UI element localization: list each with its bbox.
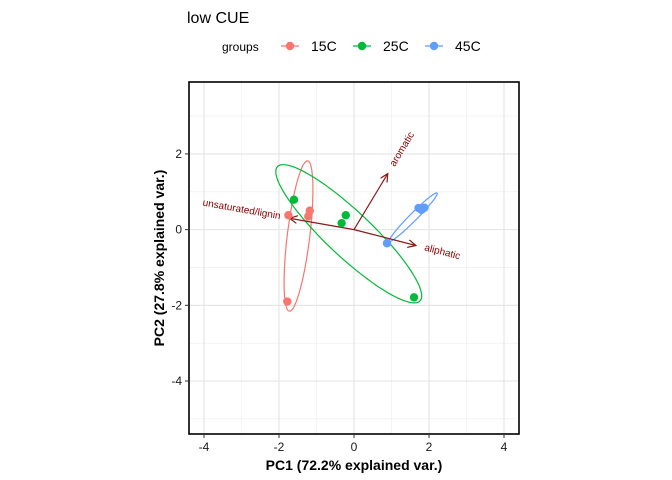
chart-title: low CUE [187, 10, 249, 27]
y-tick-label: 2 [175, 147, 182, 161]
legend-title: groups [222, 40, 259, 54]
legend: groups 15C 25C 45C [222, 38, 481, 54]
point-45C [382, 239, 392, 248]
legend-label: 45C [455, 38, 481, 54]
y-tick-label: -4 [171, 374, 182, 388]
legend-label: 25C [383, 38, 409, 54]
point-25C [341, 211, 350, 220]
point-15C [284, 211, 293, 220]
ellipse-25C [275, 164, 423, 304]
point-15C [283, 297, 292, 306]
x-tick-label: 2 [426, 440, 433, 454]
y-axis-title: PC2 (27.8% explained var.) [151, 170, 167, 347]
axis-ticks: -4 -2 0 2 4 -4 -2 0 2 [171, 147, 507, 454]
point-45C [417, 205, 426, 215]
x-axis-title: PC1 (72.2% explained var.) [266, 457, 443, 473]
loading-arrow [353, 174, 388, 230]
point-15C [304, 212, 313, 221]
x-tick-label: 4 [501, 440, 508, 454]
loading-arrow [353, 229, 416, 246]
y-tick-label: -2 [171, 298, 182, 312]
point-25C [337, 218, 346, 228]
legend-key-point [285, 41, 295, 51]
point-25C [409, 293, 419, 302]
legend-label: 15C [311, 38, 337, 54]
x-tick-label: 0 [351, 440, 358, 454]
point-25C [289, 195, 299, 204]
x-tick-label: -2 [274, 440, 285, 454]
y-tick-label: 0 [175, 223, 182, 237]
loading-arrow [290, 218, 355, 231]
legend-key-point [357, 41, 367, 51]
grid [189, 82, 519, 434]
x-tick-label: -4 [199, 440, 210, 454]
legend-key-point [429, 41, 439, 51]
data-points [283, 195, 429, 306]
